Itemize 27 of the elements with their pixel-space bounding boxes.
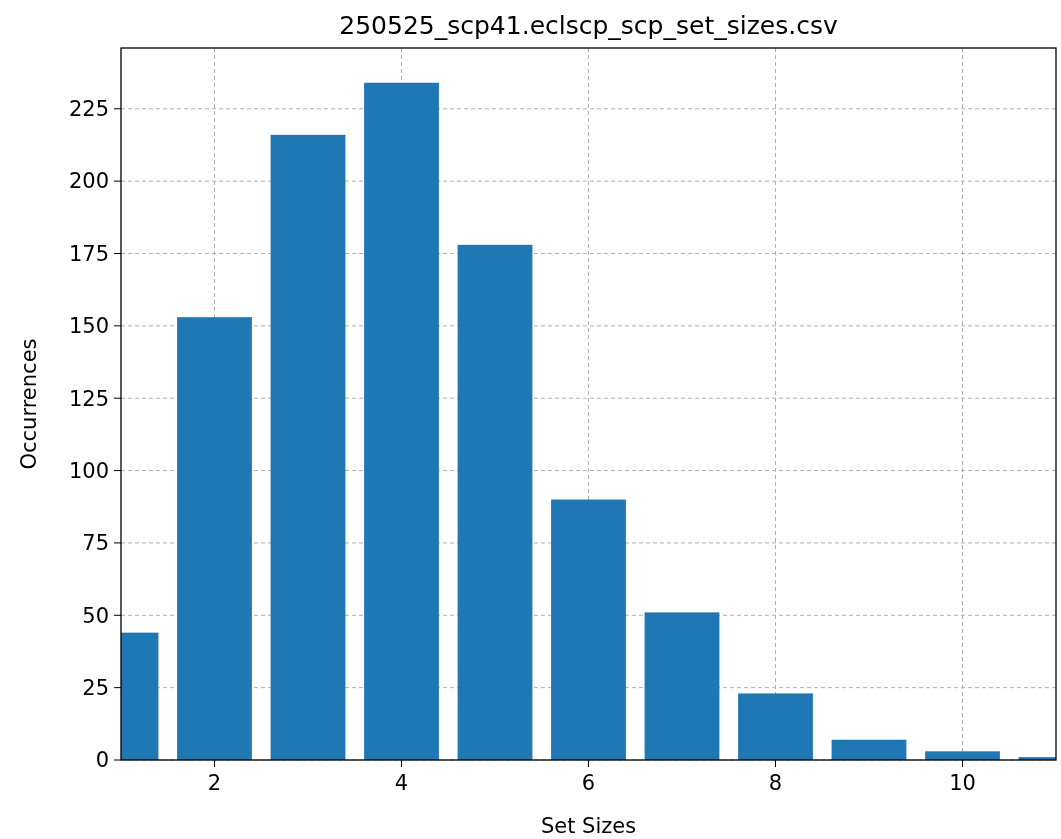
x-tick-label: 2 xyxy=(207,771,222,795)
y-tick-label: 125 xyxy=(68,386,109,411)
y-tick-label: 175 xyxy=(68,241,109,266)
y-tick-label: 225 xyxy=(68,97,109,122)
x-tick-label: 6 xyxy=(581,771,596,795)
bar xyxy=(270,134,346,760)
y-tick-label: 200 xyxy=(68,169,109,194)
bar xyxy=(457,244,533,760)
chart-title: 250525_scp41.eclscp_scp_set_sizes.csv xyxy=(339,11,838,40)
bar xyxy=(738,693,813,760)
x-axis-title: Set Sizes xyxy=(540,814,637,838)
y-tick-label: 75 xyxy=(82,531,109,556)
y-axis-title: Occurrences xyxy=(17,338,41,470)
x-tick-label: 8 xyxy=(768,771,783,795)
x-tick-label: 10 xyxy=(949,771,976,795)
y-tick-label: 0 xyxy=(95,748,109,773)
y-tick-label: 50 xyxy=(82,603,109,628)
bar xyxy=(551,499,626,760)
y-tick-label: 100 xyxy=(68,458,109,483)
bar xyxy=(177,317,252,760)
bar xyxy=(644,612,720,760)
bar xyxy=(364,82,439,760)
bar xyxy=(925,751,1000,760)
y-tick-label: 150 xyxy=(68,314,109,339)
bar xyxy=(831,739,907,760)
y-tick-label: 25 xyxy=(82,675,109,700)
x-tick-label: 4 xyxy=(394,771,409,795)
